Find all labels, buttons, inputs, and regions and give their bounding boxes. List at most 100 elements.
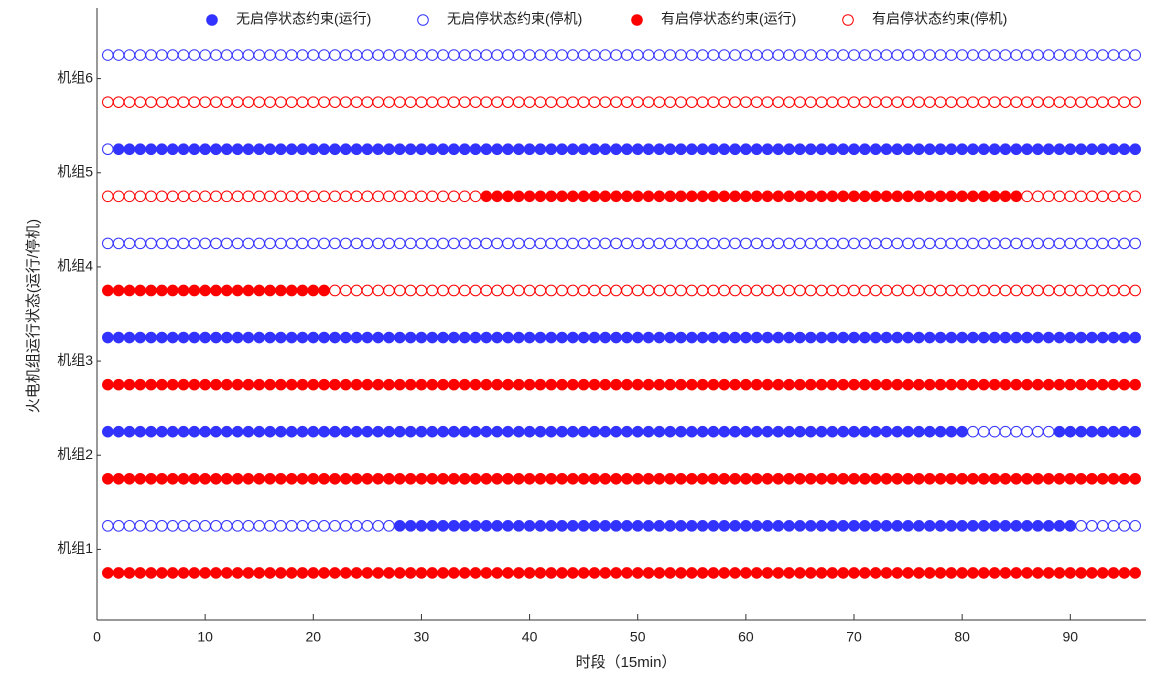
stop-point	[188, 49, 201, 61]
run-point	[750, 331, 763, 344]
stop-point	[394, 237, 406, 250]
run-point	[112, 378, 125, 391]
run-point	[1042, 331, 1055, 344]
stop-point	[1118, 96, 1131, 108]
legend-label: 无启停状态约束(停机)	[447, 11, 582, 27]
run-point	[372, 567, 384, 579]
run-point	[1053, 472, 1066, 485]
run-point	[977, 143, 990, 156]
run-point	[956, 520, 968, 532]
run-point	[231, 567, 244, 579]
run-point	[112, 284, 125, 297]
stop-point	[145, 49, 157, 61]
run-point	[556, 331, 568, 344]
run-point	[523, 331, 536, 344]
run-point	[707, 425, 720, 438]
stop-point	[242, 190, 255, 203]
run-point	[523, 143, 536, 156]
run-point	[253, 284, 266, 297]
run-point	[275, 472, 287, 485]
stop-point	[1042, 49, 1055, 61]
run-point	[469, 378, 482, 391]
run-point	[210, 284, 222, 297]
run-point	[1075, 567, 1087, 579]
run-point	[880, 378, 893, 391]
run-point	[491, 472, 503, 485]
stop-point	[480, 49, 493, 61]
run-point	[913, 520, 925, 532]
run-point	[1064, 520, 1077, 532]
run-point	[707, 143, 720, 156]
run-point	[815, 190, 828, 203]
stop-point	[729, 237, 741, 250]
stop-point	[934, 237, 947, 250]
run-point	[772, 331, 785, 344]
run-point	[145, 567, 157, 579]
stop-point	[102, 237, 114, 250]
run-point	[945, 190, 958, 203]
stop-point	[177, 520, 190, 532]
run-point	[729, 425, 741, 438]
run-point	[880, 331, 893, 344]
stop-point	[145, 190, 157, 203]
run-point	[567, 331, 579, 344]
run-point	[675, 190, 687, 203]
run-point	[588, 143, 601, 156]
run-point	[339, 472, 352, 485]
run-point	[426, 472, 439, 485]
stop-point	[480, 96, 493, 108]
stop-point	[415, 49, 428, 61]
run-point	[902, 143, 914, 156]
stop-point	[296, 520, 309, 532]
stop-point	[307, 49, 320, 61]
stop-point	[750, 49, 763, 61]
run-point	[1021, 331, 1033, 344]
run-point	[296, 284, 309, 297]
run-point	[621, 472, 633, 485]
y-tick-label: 机组5	[57, 163, 93, 179]
run-point	[740, 425, 752, 438]
run-point	[967, 143, 979, 156]
stop-point	[750, 284, 763, 297]
stop-point	[729, 284, 741, 297]
run-point	[945, 520, 958, 532]
run-point	[307, 472, 320, 485]
stop-point	[707, 96, 720, 108]
stop-point	[772, 237, 785, 250]
stop-point	[523, 49, 536, 61]
run-point	[621, 378, 633, 391]
run-point	[610, 567, 622, 579]
stop-point	[1075, 190, 1087, 203]
run-point	[134, 284, 147, 297]
stop-point	[599, 237, 612, 250]
run-point	[923, 520, 936, 532]
run-point	[469, 331, 482, 344]
run-point	[1053, 425, 1066, 438]
run-point	[837, 331, 849, 344]
stop-point	[383, 284, 395, 297]
stop-point	[361, 96, 374, 108]
run-point	[534, 331, 547, 344]
run-point	[177, 378, 190, 391]
run-point	[610, 520, 622, 532]
stop-point	[815, 237, 828, 250]
stop-point	[339, 284, 352, 297]
run-point	[599, 567, 612, 579]
run-point	[1032, 567, 1044, 579]
run-point	[869, 143, 882, 156]
run-point	[491, 378, 503, 391]
stop-point	[210, 96, 222, 108]
stop-point	[1096, 237, 1109, 250]
run-point	[404, 331, 417, 344]
run-point	[318, 331, 330, 344]
run-point	[577, 472, 590, 485]
stop-point	[869, 237, 882, 250]
run-point	[718, 520, 731, 532]
stop-point	[502, 237, 514, 250]
x-axis-label: 时段（15min）	[576, 654, 677, 671]
run-point	[404, 425, 417, 438]
stop-point	[123, 520, 136, 532]
run-point	[567, 143, 579, 156]
legend-marker	[842, 14, 854, 26]
stop-point	[967, 284, 979, 297]
